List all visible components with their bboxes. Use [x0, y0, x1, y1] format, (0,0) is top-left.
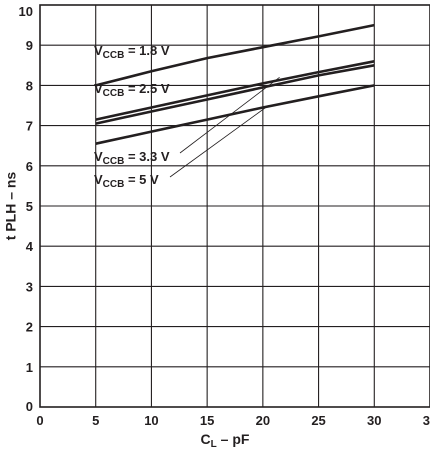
- y-tick-label: 3: [26, 279, 33, 294]
- y-tick-label: 4: [26, 239, 34, 254]
- x-axis-title: CL – pF: [201, 431, 250, 450]
- x-tick-label: 25: [311, 413, 325, 428]
- x-tick-label: 15: [200, 413, 214, 428]
- grid: [40, 5, 430, 407]
- y-tick-label: 0: [26, 399, 33, 414]
- series-label-4: VCCB = 5 V: [94, 172, 159, 190]
- series-label-3: VCCB = 3.3 V: [94, 149, 170, 167]
- y-tick-labels: 0 1 2 3 4 5 6 7 8 9 10: [19, 4, 34, 414]
- x-tick-label: 20: [256, 413, 270, 428]
- series-line-3: [95, 64, 375, 125]
- y-tick-label: 2: [26, 320, 33, 335]
- x-tick-label: 5: [92, 413, 99, 428]
- series-lines: [95, 23, 375, 145]
- leader-line-4: [169, 105, 269, 178]
- x-tick-label: 30: [367, 413, 381, 428]
- x-tick-labels: 0 5 10 15 20 25 30 35: [36, 413, 430, 428]
- y-axis-title: t PLH – ns: [3, 172, 19, 241]
- x-tick-label: 35: [423, 413, 430, 428]
- y-tick-label: 10: [19, 4, 33, 19]
- y-tick-label: 7: [26, 119, 33, 134]
- leader-lines: [169, 77, 280, 178]
- series-line-4: [95, 84, 375, 145]
- x-tick-label: 0: [36, 413, 43, 428]
- y-tick-label: 8: [26, 78, 33, 93]
- series-labels: VCCB = 1.8 V VCCB = 2.5 V VCCB = 3.3 V VCCB…: [94, 43, 170, 190]
- series-label-2: VCCB = 2.5 V: [94, 81, 170, 99]
- leader-line-3: [179, 77, 280, 154]
- y-tick-label: 9: [26, 38, 33, 53]
- series-label-1: VCCB = 1.8 V: [94, 43, 170, 61]
- series-line-2: [95, 60, 375, 121]
- x-tick-label: 10: [144, 413, 158, 428]
- series-line-1: [95, 23, 375, 87]
- y-tick-label: 1: [26, 360, 33, 375]
- y-tick-label: 5: [26, 199, 33, 214]
- y-tick-label: 6: [26, 159, 33, 174]
- plot-frame: [39, 4, 430, 408]
